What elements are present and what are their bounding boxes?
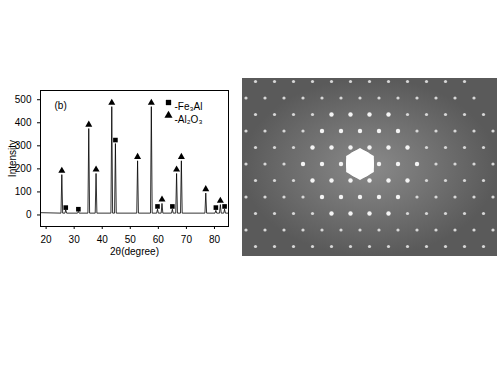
svg-text:-Fe₃Al: -Fe₃Al bbox=[175, 101, 203, 112]
svg-text:-Al₂O₃: -Al₂O₃ bbox=[175, 114, 203, 125]
svg-text:2θ(degree): 2θ(degree) bbox=[110, 246, 159, 257]
svg-text:20: 20 bbox=[41, 234, 53, 245]
svg-text:0: 0 bbox=[26, 209, 32, 220]
svg-text:(b): (b) bbox=[55, 100, 67, 111]
svg-text:Intensity: Intensity bbox=[7, 140, 18, 177]
svg-text:100: 100 bbox=[15, 186, 32, 197]
svg-text:200: 200 bbox=[14, 163, 32, 175]
svg-text:500: 500 bbox=[15, 94, 32, 105]
svg-text:300: 300 bbox=[14, 140, 32, 151]
svg-text:40: 40 bbox=[97, 234, 109, 245]
svg-text:80: 80 bbox=[209, 234, 221, 245]
svg-text:50: 50 bbox=[125, 234, 137, 245]
svg-text:60: 60 bbox=[153, 234, 165, 245]
svg-text:70: 70 bbox=[181, 234, 193, 245]
svg-text:30: 30 bbox=[69, 234, 81, 245]
svg-text:400: 400 bbox=[15, 117, 32, 128]
